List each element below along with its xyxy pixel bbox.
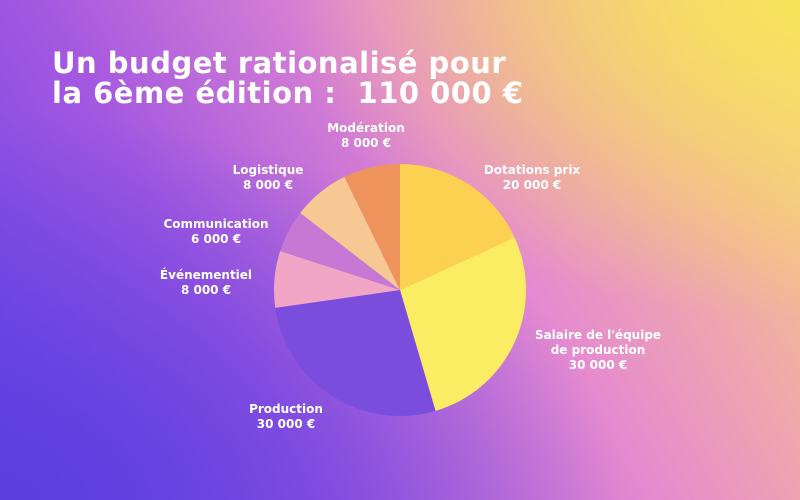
pie-slice: [273, 251, 400, 308]
slice-label-name: Salaire de l'équipe: [535, 328, 661, 342]
title-line-2: la 6ème édition : 110 000 €: [52, 76, 524, 110]
slice-label-value: 30 000 €: [257, 417, 315, 431]
pie-slice: [344, 164, 400, 290]
title-line-1: Un budget rationalisé pour: [52, 46, 507, 80]
slice-label-name: Logistique: [233, 163, 304, 177]
slice-label-value: 8 000 €: [181, 283, 231, 297]
pie-slice: [400, 237, 526, 411]
slice-label-value: 8 000 €: [243, 178, 293, 192]
slice-label-name: Événementiel: [160, 267, 252, 282]
slice-label: Logistique 8 000 €: [233, 163, 304, 192]
slice-label-name: Dotations prix: [484, 163, 581, 177]
slice-label-name: de production: [551, 343, 646, 357]
pie-slice: [400, 164, 515, 290]
pie-slice: [300, 176, 400, 290]
slice-label-value: 8 000 €: [341, 136, 391, 150]
pie-slice: [280, 213, 400, 290]
slice-label: Salaire de l'équipe de production 30 000 €: [535, 328, 661, 372]
page-title: Un budget rationalisé pour la 6ème éditi…: [52, 48, 524, 108]
slice-label: Dotations prix 20 000 €: [484, 163, 581, 192]
slice-label-name: Production: [249, 402, 323, 416]
slice-label-value: 30 000 €: [569, 358, 627, 372]
slice-label: Événementiel 8 000 €: [160, 267, 252, 297]
slice-label: Modération 8 000 €: [327, 121, 405, 150]
slice-label-value: 20 000 €: [503, 178, 561, 192]
slice-label-name: Modération: [327, 121, 405, 135]
slice-label: Production 30 000 €: [249, 402, 323, 431]
slice-label: Communication 6 000 €: [163, 217, 268, 246]
slice-label-value: 6 000 €: [191, 232, 241, 246]
slice-label-name: Communication: [163, 217, 268, 231]
pie-slice: [275, 290, 436, 417]
